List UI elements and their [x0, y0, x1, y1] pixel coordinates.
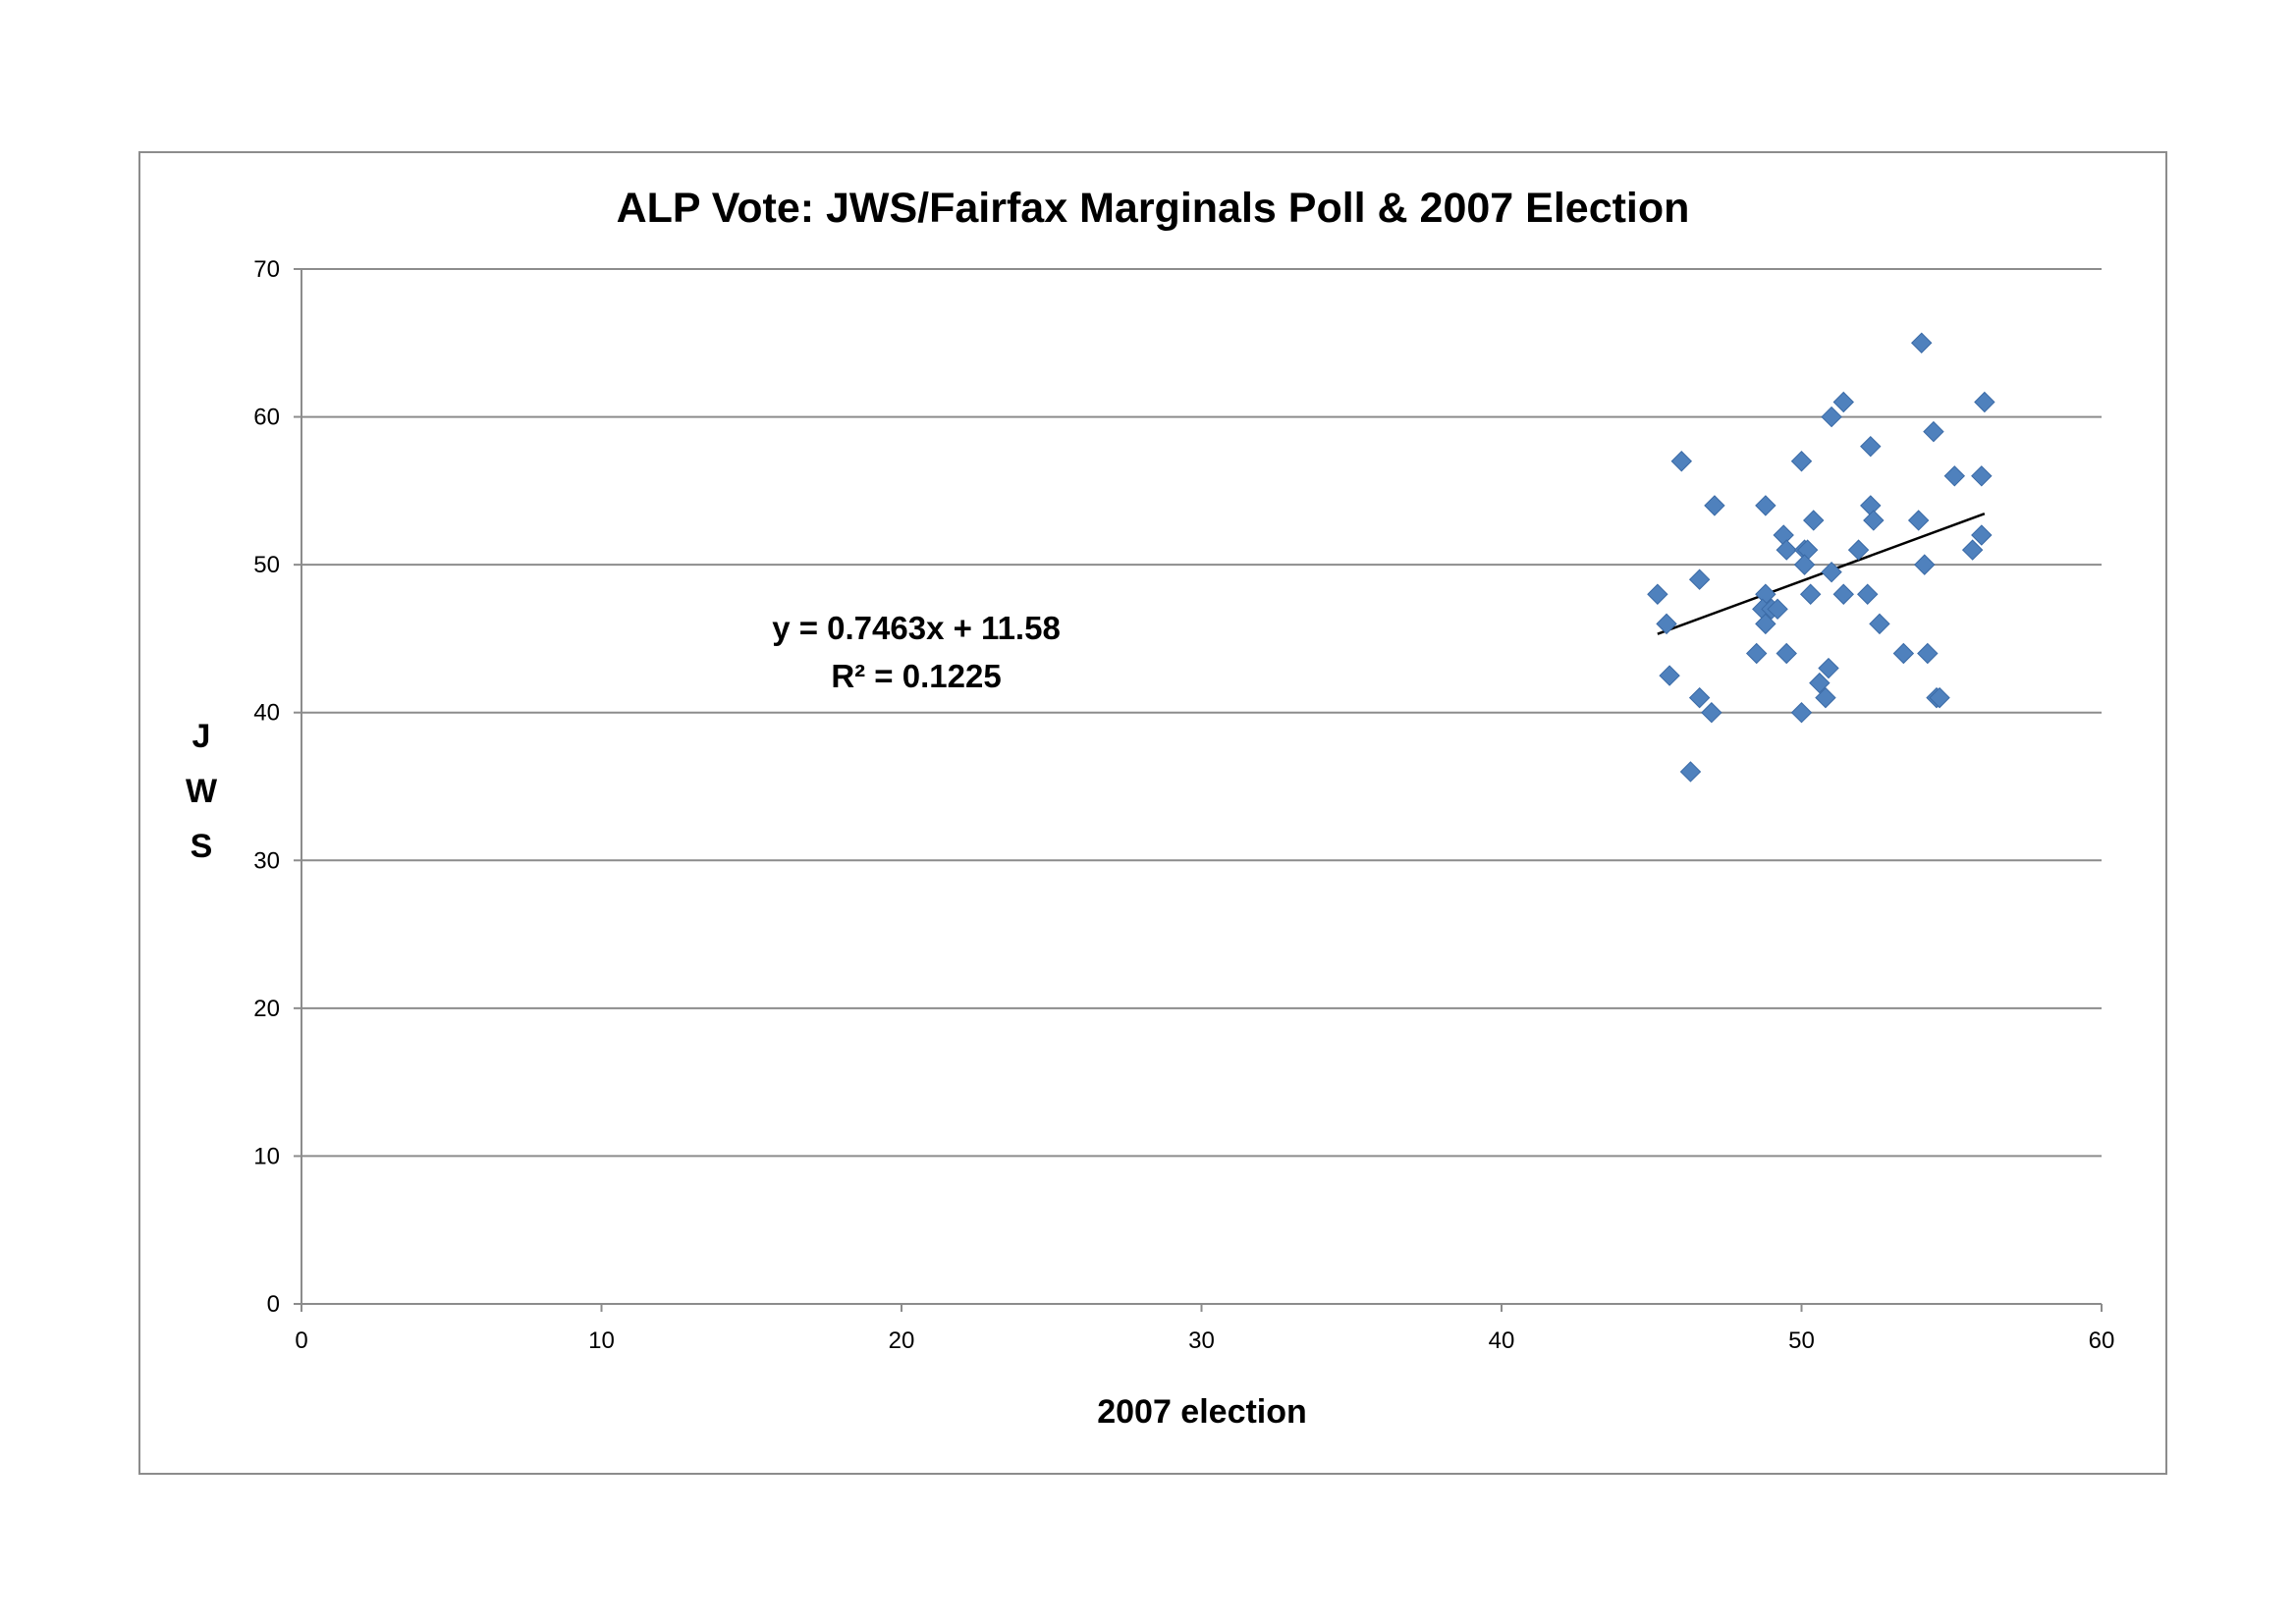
- data-point-38: [1745, 642, 1768, 665]
- data-point-21: [1847, 539, 1870, 561]
- data-point-41: [1917, 642, 1939, 665]
- data-point-27: [1647, 583, 1668, 605]
- data-point-18: [1776, 539, 1797, 561]
- x-tick-label-0: 0: [295, 1327, 307, 1354]
- gridlines: [301, 268, 2102, 1158]
- data-point-4: [1923, 420, 1944, 443]
- y-axis-title-letter-0: J: [192, 718, 211, 755]
- y-tick-label-30: 30: [253, 847, 280, 874]
- data-point-0: [1910, 332, 1933, 353]
- data-point-50: [1790, 702, 1813, 724]
- data-point-34: [1767, 598, 1788, 621]
- data-point-17: [1971, 524, 1993, 546]
- y-tick-label-70: 70: [253, 256, 280, 283]
- data-point-44: [1809, 672, 1831, 694]
- data-point-30: [1832, 583, 1854, 605]
- data-point-16: [1773, 524, 1794, 546]
- data-points: [1647, 332, 1995, 783]
- data-point-8: [1943, 465, 1966, 487]
- y-axis-title-letter-2: S: [191, 828, 213, 865]
- y-tick-label-0: 0: [267, 1291, 280, 1318]
- data-point-29: [1799, 583, 1822, 605]
- x-tick-label-40: 40: [1489, 1327, 1515, 1354]
- data-point-15: [1907, 510, 1930, 531]
- data-point-5: [1860, 435, 1882, 458]
- data-point-3: [1821, 406, 1842, 428]
- data-point-40: [1892, 642, 1915, 665]
- data-point-12: [1860, 495, 1882, 516]
- y-axis-title-letter-1: W: [186, 773, 218, 810]
- trendline-equation: y = 0.7463x + 11.58: [772, 610, 1061, 646]
- data-point-24: [1914, 554, 1936, 575]
- y-tick-label-60: 60: [253, 405, 280, 431]
- data-point-20: [1796, 539, 1819, 561]
- y-tick-label-50: 50: [253, 552, 280, 578]
- data-point-10: [1704, 495, 1725, 516]
- data-point-22: [1961, 539, 1984, 561]
- y-tick-label-10: 10: [253, 1143, 280, 1169]
- data-point-26: [1821, 561, 1842, 583]
- data-point-9: [1971, 465, 1993, 487]
- chart-frame: ALP Vote: JWS/Fairfax Marginals Poll & 2…: [138, 151, 2167, 1475]
- x-tick-label-60: 60: [2089, 1327, 2115, 1354]
- data-point-39: [1776, 642, 1797, 665]
- data-point-36: [1755, 613, 1777, 635]
- data-point-23: [1793, 554, 1816, 575]
- data-point-49: [1701, 702, 1722, 724]
- trendline-r-squared: R² = 0.1225: [831, 658, 1001, 694]
- data-point-25: [1688, 568, 1711, 590]
- data-point-31: [1857, 583, 1879, 605]
- data-point-1: [1832, 391, 1854, 413]
- data-point-6: [1670, 451, 1693, 472]
- data-point-42: [1818, 657, 1839, 679]
- axes: 0 10 20 30 40 50 60 70 0 10 20 30 40 50 60: [253, 256, 2114, 1354]
- x-tick-label-50: 50: [1788, 1327, 1815, 1354]
- x-axis-title: 2007 election: [1097, 1393, 1307, 1431]
- trendline-group: [1657, 513, 1986, 635]
- data-point-37: [1869, 613, 1890, 635]
- data-point-45: [1688, 686, 1711, 709]
- data-point-2: [1974, 391, 1995, 413]
- y-tick-label-20: 20: [253, 996, 280, 1022]
- y-tick-label-40: 40: [253, 700, 280, 727]
- trendline: [1657, 513, 1986, 635]
- chart-title: ALP Vote: JWS/Fairfax Marginals Poll & 2…: [617, 185, 1690, 232]
- y-axis-title: JWS: [186, 718, 218, 865]
- x-tick-label-30: 30: [1188, 1327, 1215, 1354]
- data-point-48: [1929, 686, 1950, 709]
- data-point-7: [1790, 451, 1813, 472]
- data-point-51: [1679, 761, 1702, 783]
- data-point-35: [1656, 613, 1677, 635]
- x-tick-label-20: 20: [889, 1327, 915, 1354]
- x-tick-label-10: 10: [588, 1327, 615, 1354]
- data-point-43: [1659, 665, 1680, 686]
- scatter-chart: ALP Vote: JWS/Fairfax Marginals Poll & 2…: [186, 185, 2114, 1431]
- data-point-14: [1863, 510, 1885, 531]
- data-point-46: [1815, 686, 1836, 709]
- data-point-13: [1803, 510, 1825, 531]
- data-point-11: [1755, 495, 1777, 516]
